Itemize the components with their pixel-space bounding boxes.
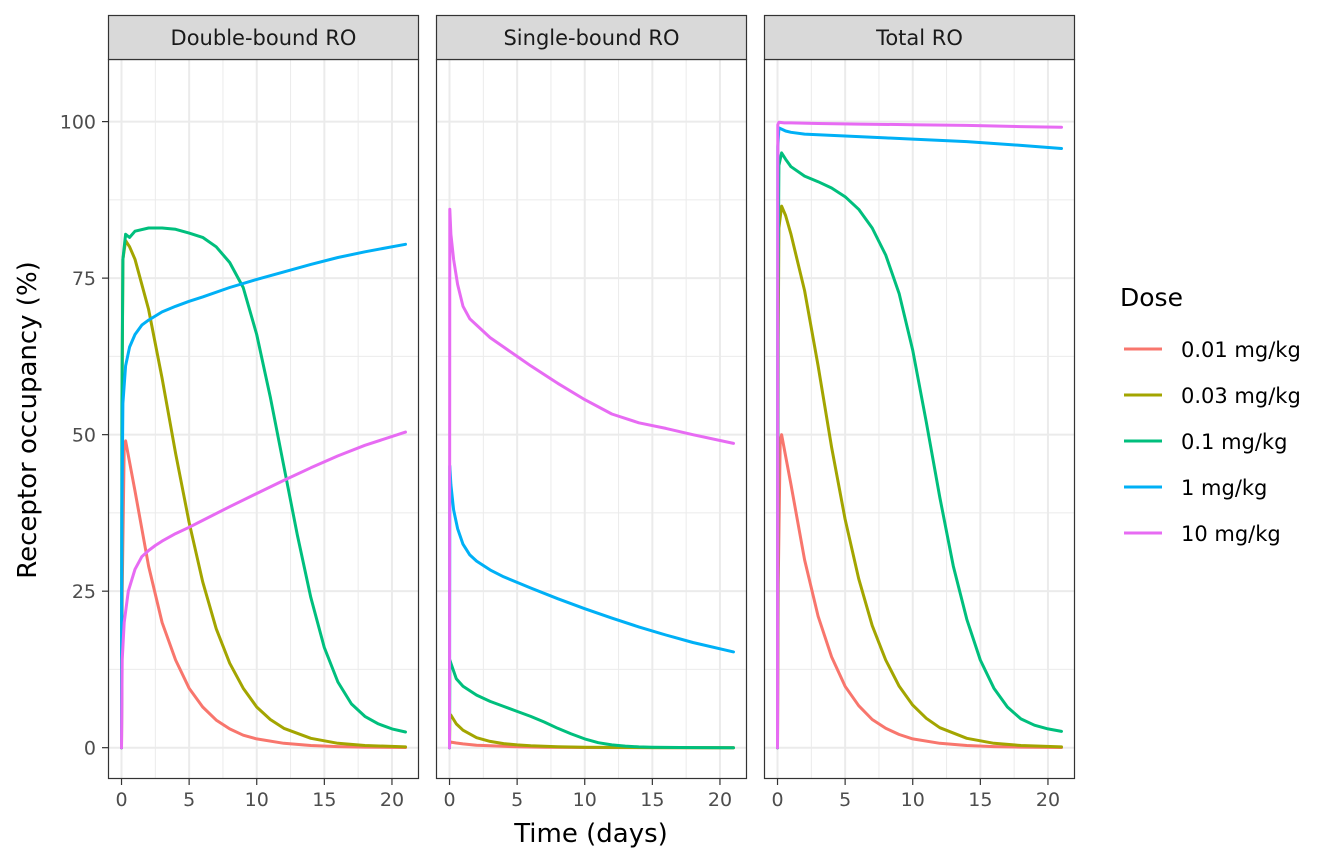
- series-line-10-mg-kg: [776, 120, 1063, 750]
- x-tick-label: 10: [573, 789, 597, 811]
- series-line-0-01-mg-kg: [776, 433, 1063, 750]
- panel-1: Double-bound RO 0 5 10 15 20 0 25 50 75 100: [60, 14, 420, 811]
- x-tick-label: 0: [771, 789, 783, 811]
- series-line-0-03-mg-kg: [776, 204, 1063, 750]
- panels: Double-bound RO0 5 10 15 200255075100Single-…: [60, 14, 1076, 811]
- strip-title: Total RO: [875, 26, 963, 50]
- x-tick-label: 15: [312, 789, 336, 811]
- x-tick-label: 15: [968, 789, 992, 811]
- series-line-10-mg-kg: [120, 430, 407, 750]
- x-tick-label: 5: [839, 789, 851, 811]
- strip-background: [435, 14, 748, 61]
- panel-background: [436, 59, 747, 779]
- x-tick-label: 20: [380, 789, 404, 811]
- strip-background: [107, 14, 420, 61]
- y-tick-label: 25: [72, 581, 96, 603]
- strip-title: Single-bound RO: [503, 26, 679, 50]
- x-tick-label: 10: [901, 789, 925, 811]
- series-line-0-1-mg-kg: [448, 658, 735, 750]
- y-tick-label: 100: [60, 112, 96, 134]
- x-tick-label: 20: [708, 789, 732, 811]
- y-tick-label: 50: [72, 425, 96, 447]
- series-line-10-mg-kg: [448, 207, 735, 750]
- x-tick-label: 15: [640, 789, 664, 811]
- series-line-0-1-mg-kg: [776, 151, 1063, 750]
- y-axis-title: Receptor occupancy (%): [13, 261, 43, 579]
- legend-label: 0.01 mg/kg: [1181, 338, 1301, 362]
- series-line-1-mg-kg: [120, 242, 407, 750]
- series-line-1-mg-kg: [448, 464, 735, 750]
- strip-background: [763, 14, 1076, 61]
- x-tick-label: 10: [245, 789, 269, 811]
- series-line-0-1-mg-kg: [120, 226, 407, 750]
- x-tick-label: 0: [115, 789, 127, 811]
- strip-title: Double-bound RO: [171, 26, 357, 50]
- panel-background: [108, 59, 419, 779]
- legend-label: 0.1 mg/kg: [1181, 430, 1287, 454]
- x-tick-label: 5: [183, 789, 195, 811]
- panel-background: [764, 59, 1075, 779]
- series-line-0-03-mg-kg: [120, 239, 407, 750]
- series-line-0-03-mg-kg: [448, 713, 735, 750]
- series-line-1-mg-kg: [776, 126, 1063, 750]
- legend-title: Dose: [1120, 283, 1183, 312]
- legend-label: 10 mg/kg: [1181, 522, 1281, 546]
- series-line-0-01-mg-kg: [120, 439, 407, 750]
- panel-2: Single-bound RO 0 5 10 15 20: [435, 14, 748, 811]
- panel-3: Total RO 0 5 10 15 20: [763, 14, 1076, 811]
- y-tick-label: 75: [72, 268, 96, 290]
- legend-label: 1 mg/kg: [1181, 476, 1267, 500]
- legend: 0.01 mg/kg 0.03 mg/kg 0.1 mg/kg 1 mg/kg 10 m…: [1124, 338, 1301, 546]
- x-axis-title: Time (days): [513, 819, 668, 849]
- y-tick-label: 0: [84, 738, 96, 760]
- legend-label: 0.03 mg/kg: [1181, 384, 1301, 408]
- x-tick-label: 20: [1036, 789, 1060, 811]
- x-tick-label: 5: [511, 789, 523, 811]
- x-tick-label: 0: [443, 789, 455, 811]
